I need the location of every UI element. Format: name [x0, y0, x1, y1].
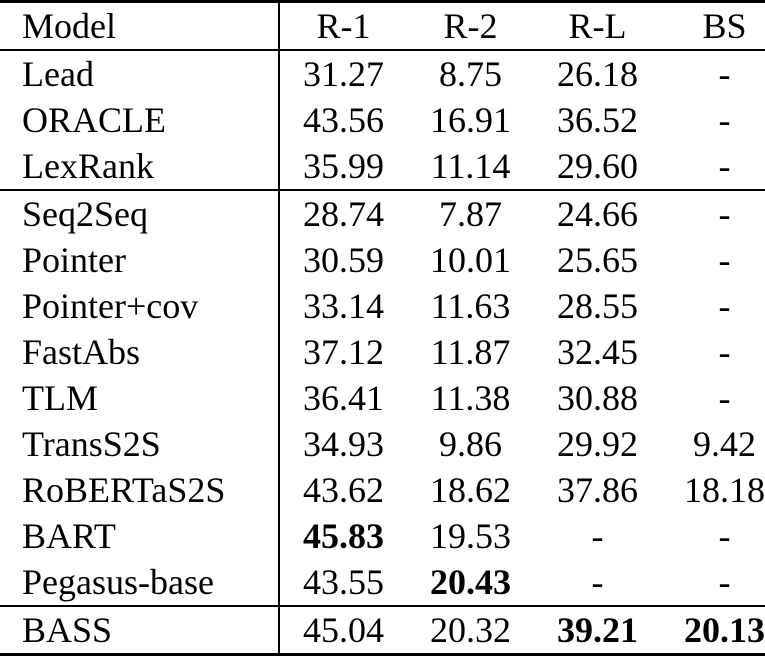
metric-value: 45.83	[303, 516, 384, 556]
metric-value: 25.65	[557, 240, 638, 280]
metric-value: 43.56	[303, 100, 384, 140]
metric-value: 33.14	[303, 286, 384, 326]
table-row: Lead 31.27 8.75 26.18 -	[0, 50, 765, 97]
table-row: Pointer+cov 33.14 11.63 28.55 -	[0, 283, 765, 329]
metric-value: -	[718, 516, 731, 556]
metric-value: 9.86	[439, 424, 502, 464]
model-name: BASS	[0, 606, 280, 655]
header-bs: BS	[702, 6, 747, 46]
model-name: BART	[0, 513, 280, 559]
metric-value: -	[718, 100, 731, 140]
model-name: LexRank	[0, 143, 280, 190]
metric-value: 37.12	[303, 332, 384, 372]
metric-value: 35.99	[303, 146, 384, 186]
model-name: TLM	[0, 375, 280, 421]
table-row: BART 45.83 19.53 - -	[0, 513, 765, 559]
metric-value: 11.38	[430, 378, 511, 418]
metric-value: 10.01	[430, 240, 511, 280]
table-row: FastAbs 37.12 11.87 32.45 -	[0, 329, 765, 375]
header-r-l: R-L	[568, 6, 627, 46]
metric-value: 43.55	[303, 562, 384, 602]
metric-value: 26.18	[557, 54, 638, 94]
metric-value: 36.41	[303, 378, 384, 418]
metric-value: -	[591, 516, 604, 556]
table-row: ORACLE 43.56 16.91 36.52 -	[0, 97, 765, 143]
model-name: Lead	[0, 50, 280, 97]
metric-value: 43.62	[303, 470, 384, 510]
table-row: Pointer 30.59 10.01 25.65 -	[0, 237, 765, 283]
table-row: Pegasus-base 43.55 20.43 - -	[0, 559, 765, 606]
metric-value: -	[718, 54, 731, 94]
model-name: FastAbs	[0, 329, 280, 375]
header-r-1: R-1	[316, 6, 371, 46]
metric-value: 11.14	[430, 146, 511, 186]
metric-value: 32.45	[557, 332, 638, 372]
row-group: Lead 31.27 8.75 26.18 - ORACLE 43.56 16.91 36.52…	[0, 50, 765, 190]
metric-value: 9.42	[693, 424, 756, 464]
metric-value: 11.87	[430, 332, 511, 372]
metric-value: 34.93	[303, 424, 384, 464]
metric-value: -	[718, 194, 731, 234]
metric-value: 30.88	[557, 378, 638, 418]
model-name: Pointer	[0, 237, 280, 283]
metric-value: 20.43	[430, 562, 511, 602]
model-name: TransS2S	[0, 421, 280, 467]
metric-value: 28.74	[303, 194, 384, 234]
metric-value: 18.62	[430, 470, 511, 510]
metric-value: -	[718, 378, 731, 418]
metric-value: 24.66	[557, 194, 638, 234]
metric-value: 31.27	[303, 54, 384, 94]
row-group: BASS 45.04 20.32 39.21 20.13	[0, 606, 765, 655]
metric-value: -	[718, 146, 731, 186]
metric-value: 8.75	[439, 54, 502, 94]
table-row: LexRank 35.99 11.14 29.60 -	[0, 143, 765, 190]
metric-value: 29.60	[557, 146, 638, 186]
header-r-2: R-2	[443, 6, 498, 46]
metric-value: -	[718, 240, 731, 280]
table-row: RoBERTaS2S 43.62 18.62 37.86 18.18	[0, 467, 765, 513]
metric-value: -	[718, 286, 731, 326]
metric-value: 39.21	[557, 610, 638, 650]
metric-value: 37.86	[557, 470, 638, 510]
metric-value: -	[718, 332, 731, 372]
header-model: Model	[0, 1, 280, 50]
header-row: Model R-1 R-2 R-L BS	[0, 1, 765, 50]
metric-value: 28.55	[557, 286, 638, 326]
table-header: Model R-1 R-2 R-L BS	[0, 1, 765, 50]
metric-value: 11.63	[430, 286, 511, 326]
metric-value: 30.59	[303, 240, 384, 280]
metric-value: 7.87	[439, 194, 502, 234]
metric-value: 20.13	[684, 610, 765, 650]
model-name: ORACLE	[0, 97, 280, 143]
metric-value: -	[718, 562, 731, 602]
table-row: TLM 36.41 11.38 30.88 -	[0, 375, 765, 421]
model-name: Seq2Seq	[0, 190, 280, 237]
table-row: Seq2Seq 28.74 7.87 24.66 -	[0, 190, 765, 237]
model-name: RoBERTaS2S	[0, 467, 280, 513]
metric-value: 36.52	[557, 100, 638, 140]
model-name: Pointer+cov	[0, 283, 280, 329]
table-row: BASS 45.04 20.32 39.21 20.13	[0, 606, 765, 655]
metric-value: -	[591, 562, 604, 602]
metric-value: 18.18	[684, 470, 765, 510]
model-name: Pegasus-base	[0, 559, 280, 606]
table-row: TransS2S 34.93 9.86 29.92 9.42	[0, 421, 765, 467]
metric-value: 45.04	[303, 610, 384, 650]
metric-value: 16.91	[430, 100, 511, 140]
metric-value: 20.32	[430, 610, 511, 650]
metric-value: 29.92	[557, 424, 638, 464]
metric-value: 19.53	[430, 516, 511, 556]
row-group: Seq2Seq 28.74 7.87 24.66 - Pointer 30.59 10.01 2…	[0, 190, 765, 606]
